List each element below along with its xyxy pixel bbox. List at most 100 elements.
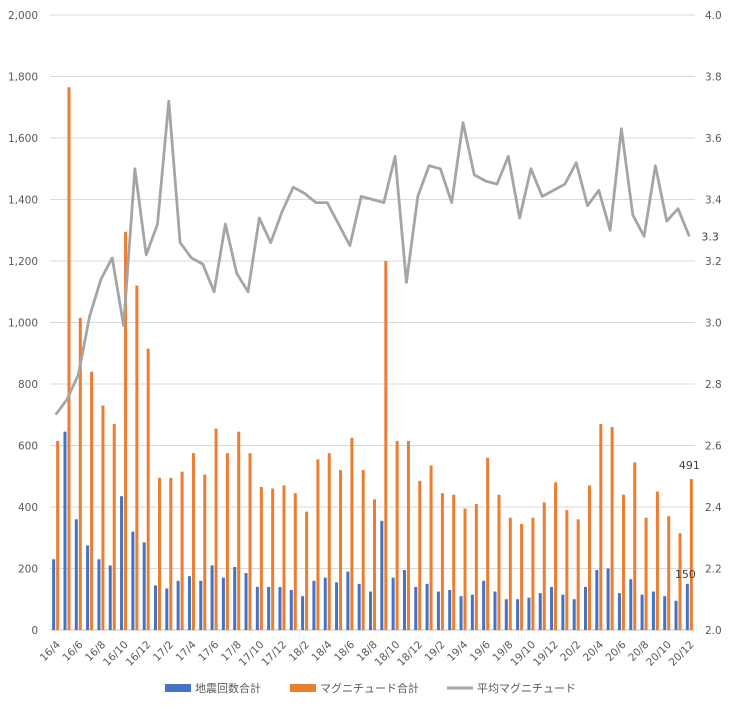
bar-earthquake-count <box>255 586 259 630</box>
bar-earthquake-count <box>97 559 101 630</box>
bar-magnitude-sum <box>474 503 478 630</box>
bar-magnitude-sum <box>361 470 365 630</box>
bar-magnitude-sum <box>248 453 252 630</box>
bar-earthquake-count <box>685 583 689 630</box>
y-tick-label: 600 <box>18 441 38 453</box>
bar-earthquake-count <box>448 590 452 630</box>
bar-magnitude-sum <box>282 485 286 630</box>
legend-label: 平均マグニチュード <box>477 681 576 695</box>
bar-earthquake-count <box>323 577 327 630</box>
y2-tick-label: 3.0 <box>705 318 722 330</box>
bar-earthquake-count <box>651 591 655 630</box>
y2-tick-label: 2.0 <box>705 625 722 637</box>
bar-magnitude-sum <box>259 487 263 630</box>
x-tick-label: 17/4 <box>174 639 199 664</box>
bar-earthquake-count <box>120 496 124 630</box>
y2-tick-label: 2.8 <box>705 379 722 391</box>
bar-magnitude-sum <box>554 482 558 630</box>
bar-magnitude-sum <box>191 453 195 630</box>
bar-magnitude-sum <box>384 261 388 630</box>
legend-swatch <box>290 684 316 692</box>
bar-earthquake-count <box>244 573 248 630</box>
bar-earthquake-count <box>459 596 463 630</box>
bar-earthquake-count <box>176 580 180 630</box>
x-tick-label: 17/12 <box>259 639 289 669</box>
bar-magnitude-sum <box>169 477 173 630</box>
bar-earthquake-count <box>221 577 225 630</box>
bar-magnitude-sum <box>180 471 184 630</box>
bar-magnitude-sum <box>203 474 207 630</box>
bar-magnitude-sum <box>678 533 682 630</box>
bar-earthquake-count <box>572 599 576 630</box>
bar-earthquake-count <box>210 565 214 630</box>
bar-magnitude-sum <box>463 508 467 630</box>
x-tick-label: 16/6 <box>60 639 85 664</box>
bar-earthquake-count <box>606 568 610 630</box>
bar-magnitude-sum <box>610 427 614 630</box>
bar-earthquake-count <box>289 590 293 630</box>
bar-magnitude-sum <box>667 516 671 630</box>
average-magnitude-line <box>54 99 691 416</box>
bar-magnitude-sum <box>452 494 456 630</box>
bar-magnitude-sum <box>576 519 580 630</box>
bar-earthquake-count <box>267 586 271 630</box>
y2-tick-label: 3.2 <box>705 256 722 268</box>
y2-tick-label: 2.6 <box>705 441 722 453</box>
bar-magnitude-sum <box>124 231 128 630</box>
x-tick-label: 20/6 <box>604 639 629 664</box>
bar-magnitude-sum <box>350 437 354 630</box>
bar-magnitude-sum <box>237 431 241 630</box>
x-tick-label: 19/4 <box>445 639 470 664</box>
bar-magnitude-sum <box>520 523 524 630</box>
bar-earthquake-count <box>436 591 440 630</box>
bar-magnitude-sum <box>497 494 501 630</box>
bar-magnitude-sum <box>78 317 82 630</box>
x-tick-label: 19/12 <box>531 639 561 669</box>
y2-tick-label: 3.6 <box>705 133 722 145</box>
bar-earthquake-count <box>663 596 667 630</box>
bar-earthquake-count <box>561 594 565 630</box>
y-tick-label: 1,000 <box>8 318 38 330</box>
bar-earthquake-count <box>504 599 508 630</box>
bar-magnitude-sum <box>565 510 569 630</box>
bars <box>52 87 693 630</box>
bar-magnitude-sum <box>588 485 591 630</box>
bar-earthquake-count <box>199 580 203 630</box>
bar-magnitude-sum <box>90 371 94 630</box>
y-tick-label: 400 <box>18 502 38 514</box>
bar-magnitude-sum <box>271 488 275 630</box>
y2-tick-label: 2.4 <box>705 502 722 514</box>
bar-magnitude-sum <box>225 453 229 630</box>
x-tick-label: 18/2 <box>287 639 312 664</box>
bar-earthquake-count <box>369 591 372 630</box>
bar-earthquake-count <box>414 586 418 630</box>
bar-magnitude-sum <box>542 502 546 630</box>
x-tick-label: 20/4 <box>581 639 606 664</box>
y-tick-label: 1,200 <box>8 256 38 268</box>
bar-earthquake-count <box>538 593 542 630</box>
bar-magnitude-sum <box>214 428 218 630</box>
bar-earthquake-count <box>165 588 169 630</box>
bar-magnitude-sum <box>644 517 648 630</box>
y-tick-label: 800 <box>18 379 38 391</box>
bar-magnitude-sum <box>339 470 343 630</box>
x-tick-label: 17/2 <box>151 639 176 664</box>
bar-earthquake-count <box>470 594 474 630</box>
y2-tick-label: 4.0 <box>705 10 722 22</box>
y2-tick-label: 3.4 <box>705 195 722 207</box>
bar-magnitude-sum <box>146 348 150 630</box>
bar-earthquake-count <box>674 600 678 630</box>
x-tick-label: 18/4 <box>309 639 334 664</box>
average-line <box>54 99 691 416</box>
bar-magnitude-sum <box>440 493 444 630</box>
bar-earthquake-count <box>629 579 633 630</box>
y-tick-label: 0 <box>31 625 38 637</box>
x-tick-label: 20/12 <box>667 639 697 669</box>
bar-earthquake-count <box>425 583 429 630</box>
bar-magnitude-sum <box>67 87 71 630</box>
bar-earthquake-count <box>346 571 350 630</box>
bar-earthquake-count <box>595 570 599 630</box>
x-tick-label: 19/2 <box>423 639 448 664</box>
bar-earthquake-count <box>131 531 135 630</box>
